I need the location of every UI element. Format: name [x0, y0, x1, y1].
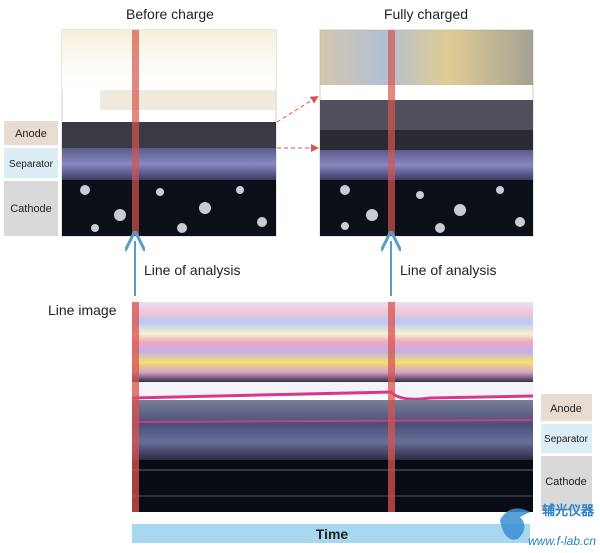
layer-label: Anode: [550, 403, 582, 415]
watermark-url: www.f-lab.cn: [528, 534, 596, 548]
panel-title: Before charge: [126, 6, 214, 22]
time-label: Time: [316, 526, 349, 542]
logo: [500, 508, 530, 540]
label-box: [4, 148, 58, 178]
line-image: [131, 302, 534, 512]
watermark-name: 辅光仪器: [542, 503, 595, 518]
before-image: [61, 29, 277, 237]
layer-label: Anode: [15, 128, 47, 140]
layer-label: Cathode: [10, 203, 52, 215]
line-image-title: Line image: [48, 302, 117, 318]
arrow: [276, 95, 319, 123]
layer-label: Separator: [544, 434, 589, 445]
layer-label: Separator: [9, 159, 54, 170]
charged-image: [319, 29, 534, 237]
label-box: [541, 394, 592, 421]
label-box: [4, 121, 58, 145]
label-box: [541, 424, 592, 453]
layer-label: Cathode: [545, 476, 587, 488]
label-box: [4, 181, 58, 236]
time-bar: [132, 524, 530, 543]
panel-title: Fully charged: [384, 6, 468, 22]
analysis-label: Line of analysis: [144, 262, 241, 278]
analysis-label: Line of analysis: [400, 262, 497, 278]
label-box: [541, 456, 592, 511]
